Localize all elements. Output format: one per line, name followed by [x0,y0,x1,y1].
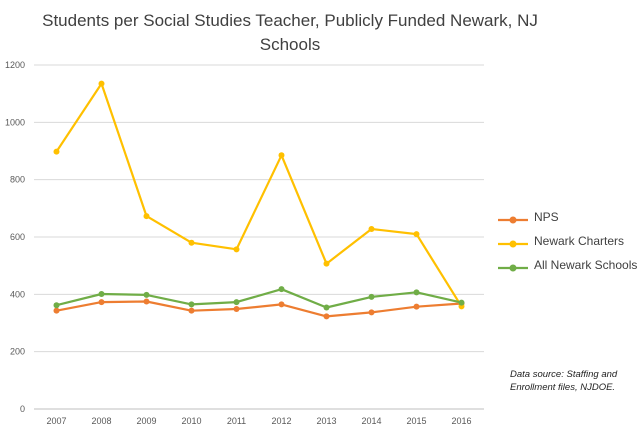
data-point-nps [143,298,150,305]
x-tick-label: 2016 [451,416,471,426]
legend-label-newark-charters: Newark Charters [534,234,625,248]
data-point-all-newark-schools [368,293,375,300]
x-tick-label: 2013 [316,416,336,426]
legend-swatch-all-newark-schools [498,264,528,272]
x-tick-label: 2010 [181,416,201,426]
data-point-all-newark-schools [458,299,465,306]
x-tick-label: 2011 [227,416,246,426]
data-point-all-newark-schools [98,291,105,298]
data-point-newark-charters [188,239,195,246]
data-point-newark-charters [278,152,285,159]
y-tick-label: 1000 [5,117,25,127]
data-point-nps [233,305,240,312]
y-tick-label: 0 [20,404,25,414]
data-point-nps [53,307,60,314]
data-point-newark-charters [233,246,240,253]
series-line-all-newark-schools [56,288,462,309]
data-point-all-newark-schools [143,291,150,298]
legend-label-all-newark-schools: All Newark Schools [534,258,638,272]
series-group [53,80,465,320]
series-line-nps [56,300,462,318]
data-point-nps [188,307,195,314]
y-axis-ticks: 0 200 400 600 800 1000 1200 [5,60,25,414]
x-tick-label: 2007 [46,416,66,426]
legend-swatch-nps [498,216,528,224]
chart-title-line2: Schools [259,35,321,54]
x-axis-ticks: 2007 2008 2009 2010 2011 2012 2013 2014 2015 2016 [46,416,471,426]
y-tick-label: 200 [10,347,25,357]
data-point-all-newark-schools [233,299,240,306]
source-note: Data source: Staffing and Enrollment fil… [510,369,618,393]
data-point-nps [278,301,285,308]
data-point-newark-charters [413,231,420,238]
x-tick-label: 2008 [91,416,111,426]
data-point-all-newark-schools [413,289,420,296]
data-point-all-newark-schools [278,286,285,293]
data-point-nps [413,303,420,310]
data-point-nps [323,313,330,320]
series-line-newark-charters [55,82,463,307]
data-point-all-newark-schools [188,301,195,308]
y-tick-label: 400 [10,289,25,299]
x-tick-label: 2012 [271,416,291,426]
data-point-nps [98,299,105,306]
data-point-nps [368,309,375,316]
legend-label-nps: NPS [534,210,559,224]
data-point-newark-charters [323,260,330,267]
data-point-all-newark-schools [53,302,60,309]
data-point-newark-charters [98,80,105,87]
y-tick-label: 600 [10,232,25,242]
data-point-newark-charters [53,148,60,155]
data-point-all-newark-schools [323,304,330,311]
x-tick-label: 2009 [136,416,156,426]
chart-title: Students per Social Studies Teacher, Pub… [42,11,538,30]
data-point-newark-charters [368,225,375,232]
y-tick-label: 800 [10,175,25,185]
legend-swatch-newark-charters [498,240,528,248]
data-point-newark-charters [143,213,150,220]
x-tick-label: 2015 [406,416,426,426]
x-tick-label: 2014 [361,416,381,426]
y-tick-label: 1200 [5,60,25,70]
